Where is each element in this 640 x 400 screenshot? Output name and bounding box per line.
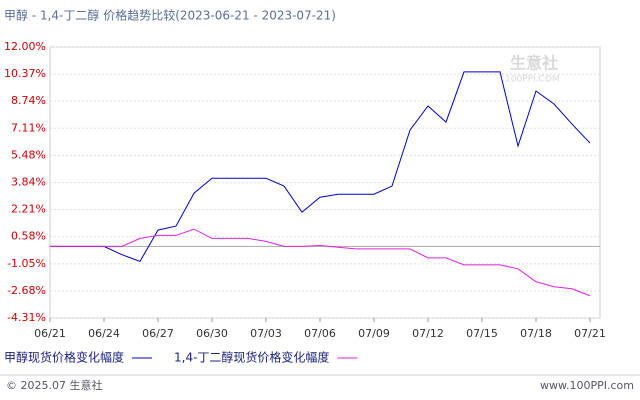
x-tick-label: 07/09 [358, 327, 390, 340]
y-tick-label: 7.11% [11, 121, 46, 134]
y-tick-label: 12.00% [4, 40, 46, 53]
watermark-sub: 100PPI.COM [505, 75, 560, 85]
x-tick-label: 06/30 [196, 327, 228, 340]
y-tick-label: 2.21% [11, 203, 46, 216]
footer-right: www.100PPI.com [540, 379, 634, 392]
x-tick-label: 07/03 [250, 327, 282, 340]
y-tick-label: 8.74% [11, 94, 46, 107]
footer-left: © 2025.07 生意社 [6, 378, 102, 392]
y-tick-label: -2.68% [7, 284, 46, 297]
y-tick-label: 0.58% [11, 230, 46, 243]
x-tick-label: 07/12 [412, 327, 444, 340]
y-tick-label: 10.37% [4, 67, 46, 80]
y-tick-label: -1.05% [7, 257, 46, 270]
chart-title: 甲醇 - 1,4-丁二醇 价格趋势比较(2023-06-21 - 2023-07… [4, 8, 336, 23]
x-tick-label: 06/21 [34, 327, 66, 340]
series-line [50, 228, 591, 297]
x-tick-label: 07/18 [520, 327, 552, 340]
watermark: 生意社 [510, 54, 558, 73]
y-tick-label: 3.84% [11, 176, 46, 189]
x-tick-label: 07/15 [466, 327, 498, 340]
y-tick-label: -4.31% [7, 311, 46, 324]
x-tick-label: 06/24 [88, 327, 120, 340]
series-line [50, 71, 591, 262]
y-tick-label: 5.48% [11, 148, 46, 161]
x-tick-label: 07/06 [304, 327, 336, 340]
legend-label: 甲醇现货价格变化幅度 [4, 350, 124, 365]
x-tick-label: 06/27 [142, 327, 174, 340]
legend-label: 1,4-丁二醇现货价格变化幅度 [174, 350, 329, 365]
x-tick-label: 07/21 [574, 327, 606, 340]
